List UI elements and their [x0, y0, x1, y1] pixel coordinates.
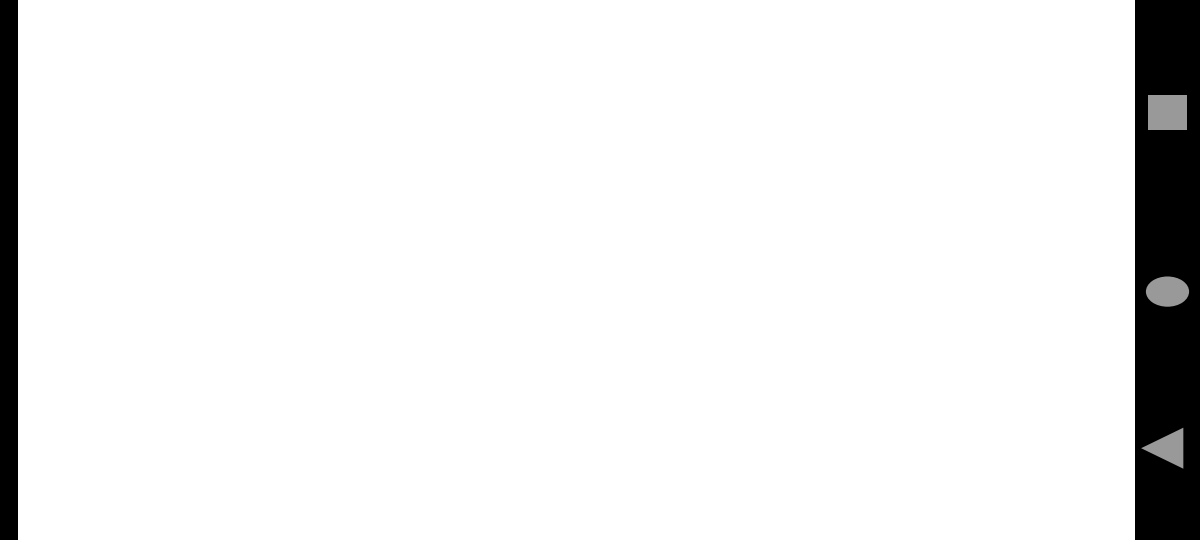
Text: 20. A wire carries a current, i = 3cos 314t amperes. What is the period T?: 20. A wire carries a current, i = 3cos 3…: [35, 512, 701, 530]
Text: 17. A wire carries a current, i = 3cos 314t amperes. What is the rms/effective c: 17. A wire carries a current, i = 3cos 3…: [35, 314, 816, 332]
Text: 19. A wire carries a current, i = 3cos 314t amperes. What is the frequency in He: 19. A wire carries a current, i = 3cos 3…: [35, 446, 793, 464]
Text: instantaneous current when elapsed time is 0.01 second.: instantaneous current when elapsed time …: [35, 83, 552, 101]
Text: 14. A 240 V, 25Hz sinusoidal generator is connected to a 20 ohms resistor. Deter: 14. A 240 V, 25Hz sinusoidal generator i…: [35, 50, 846, 68]
Text: seconds?: seconds?: [35, 248, 118, 266]
Text: 18. A wire carries a current, i = 3cos 314t amperes. What is the maximum current: 18. A wire carries a current, i = 3cos 3…: [35, 380, 787, 398]
Text: 16. A wire carries a current, i = 3cos 314t amperes. What is the instantaneous c: 16. A wire carries a current, i = 3cos 3…: [35, 215, 878, 233]
Text: 15. A wire carries a current, i = 3cos 314t amperes. What is the average current: 15. A wire carries a current, i = 3cos 3…: [35, 149, 913, 167]
